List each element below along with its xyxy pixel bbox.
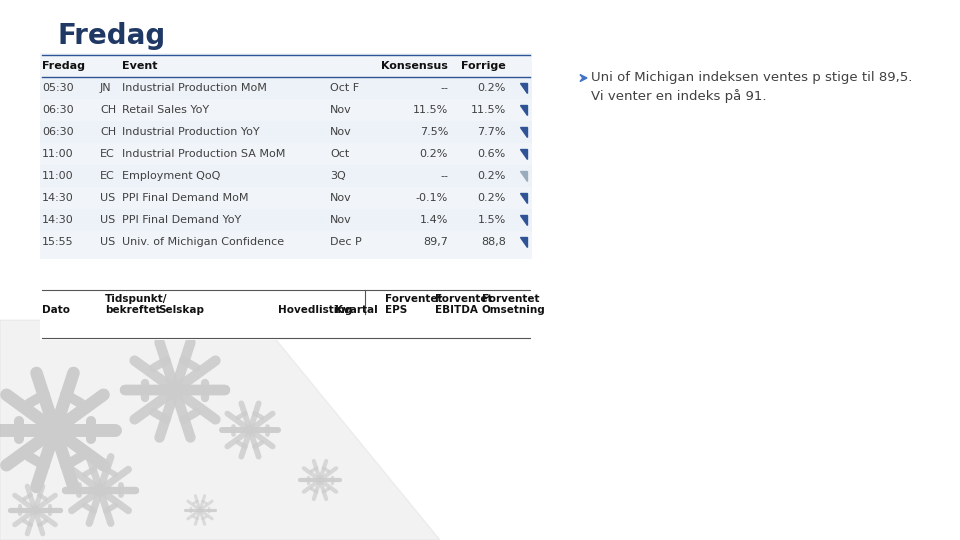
Text: EC: EC: [100, 149, 115, 159]
Polygon shape: [0, 320, 440, 540]
Text: Forrige: Forrige: [461, 61, 506, 71]
Text: Oct F: Oct F: [330, 83, 359, 93]
Text: Selskap: Selskap: [158, 306, 204, 315]
Text: 15:55: 15:55: [42, 237, 74, 247]
Text: Industrial Production MoM: Industrial Production MoM: [122, 83, 267, 93]
Text: US: US: [100, 193, 115, 203]
FancyBboxPatch shape: [40, 53, 532, 259]
Text: 11.5%: 11.5%: [470, 105, 506, 115]
Text: Fredag: Fredag: [42, 61, 85, 71]
Text: 0.6%: 0.6%: [478, 149, 506, 159]
Text: 06:30: 06:30: [42, 105, 74, 115]
Text: PPI Final Demand YoY: PPI Final Demand YoY: [122, 215, 241, 225]
Text: 1.5%: 1.5%: [478, 215, 506, 225]
Text: EC: EC: [100, 171, 115, 181]
Text: 0.2%: 0.2%: [478, 171, 506, 181]
Text: Dec P: Dec P: [330, 237, 362, 247]
Text: Nov: Nov: [330, 105, 351, 115]
Text: Univ. of Michigan Confidence: Univ. of Michigan Confidence: [122, 237, 284, 247]
FancyBboxPatch shape: [40, 209, 532, 231]
Text: US: US: [100, 215, 115, 225]
Polygon shape: [520, 127, 527, 137]
Text: US: US: [100, 237, 115, 247]
FancyBboxPatch shape: [40, 290, 532, 340]
Text: 05:30: 05:30: [42, 83, 74, 93]
Text: 11:00: 11:00: [42, 171, 74, 181]
Text: PPI Final Demand MoM: PPI Final Demand MoM: [122, 193, 249, 203]
Text: 06:30: 06:30: [42, 127, 74, 137]
Text: 1.4%: 1.4%: [420, 215, 448, 225]
Text: EBITDA: EBITDA: [435, 306, 478, 315]
Text: 7.7%: 7.7%: [477, 127, 506, 137]
Text: 0.2%: 0.2%: [420, 149, 448, 159]
Polygon shape: [520, 215, 527, 225]
Text: 11:00: 11:00: [42, 149, 74, 159]
Polygon shape: [520, 149, 527, 159]
Text: Omsetning: Omsetning: [482, 306, 545, 315]
Text: bekreftet: bekreftet: [105, 306, 160, 315]
Text: Hovedlisting: Hovedlisting: [278, 306, 352, 315]
Text: 11.5%: 11.5%: [413, 105, 448, 115]
FancyBboxPatch shape: [40, 165, 532, 187]
Text: 14:30: 14:30: [42, 215, 74, 225]
Text: 0.2%: 0.2%: [478, 193, 506, 203]
Text: Nov: Nov: [330, 193, 351, 203]
Text: Oct: Oct: [330, 149, 349, 159]
Polygon shape: [580, 75, 587, 82]
Text: Dato: Dato: [42, 306, 70, 315]
Text: Nov: Nov: [330, 127, 351, 137]
Polygon shape: [520, 171, 527, 181]
Text: Employment QoQ: Employment QoQ: [122, 171, 221, 181]
FancyBboxPatch shape: [40, 77, 532, 99]
Text: Forventet: Forventet: [435, 294, 492, 304]
Text: Tidspunkt/: Tidspunkt/: [105, 294, 167, 304]
Text: 88,8: 88,8: [481, 237, 506, 247]
Text: -0.1%: -0.1%: [416, 193, 448, 203]
Text: Forventet: Forventet: [482, 294, 540, 304]
Text: CH: CH: [100, 105, 116, 115]
Text: Industrial Production SA MoM: Industrial Production SA MoM: [122, 149, 285, 159]
Text: 3Q: 3Q: [330, 171, 346, 181]
Text: CH: CH: [100, 127, 116, 137]
Text: Fredag: Fredag: [58, 22, 166, 50]
Text: Forventet: Forventet: [385, 294, 443, 304]
Text: Nov: Nov: [330, 215, 351, 225]
Text: JN: JN: [100, 83, 111, 93]
Text: Kvartal: Kvartal: [335, 306, 377, 315]
FancyBboxPatch shape: [40, 121, 532, 143]
Text: 0.2%: 0.2%: [478, 83, 506, 93]
Text: --: --: [440, 83, 448, 93]
Polygon shape: [520, 105, 527, 115]
Text: Vi venter en indeks på 91.: Vi venter en indeks på 91.: [591, 89, 766, 103]
Polygon shape: [520, 193, 527, 203]
Text: 14:30: 14:30: [42, 193, 74, 203]
Polygon shape: [520, 83, 527, 93]
Text: Uni of Michigan indeksen ventes p stige til 89,5.: Uni of Michigan indeksen ventes p stige …: [591, 71, 912, 84]
Text: Industrial Production YoY: Industrial Production YoY: [122, 127, 259, 137]
Text: --: --: [440, 171, 448, 181]
Text: Retail Sales YoY: Retail Sales YoY: [122, 105, 209, 115]
Text: 7.5%: 7.5%: [420, 127, 448, 137]
Text: EPS: EPS: [385, 306, 407, 315]
Polygon shape: [520, 237, 527, 247]
Text: Konsensus: Konsensus: [381, 61, 448, 71]
Text: Event: Event: [122, 61, 157, 71]
Text: 89,7: 89,7: [423, 237, 448, 247]
